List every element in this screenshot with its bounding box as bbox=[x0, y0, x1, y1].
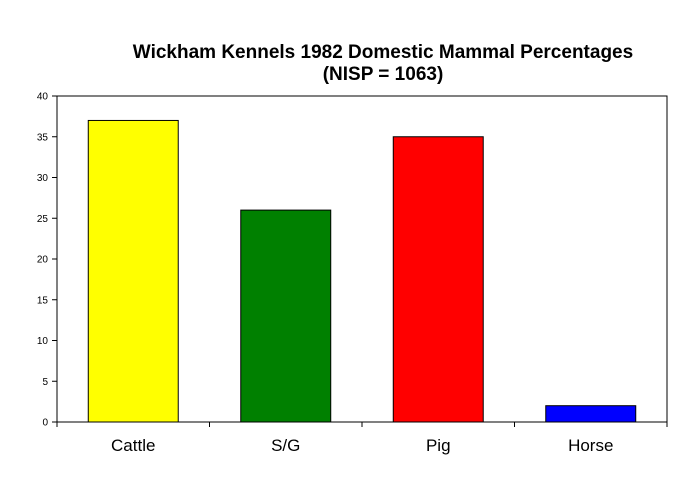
y-axis: 0 5 10 15 20 25 30 35 40 bbox=[37, 92, 57, 429]
y-tick-label: 15 bbox=[37, 295, 49, 306]
y-tick-label: 35 bbox=[37, 132, 49, 143]
y-tick-label: 5 bbox=[42, 377, 48, 388]
plot-area-frame bbox=[56, 95, 668, 423]
y-tick-label: 20 bbox=[37, 255, 49, 266]
y-tick-label: 10 bbox=[37, 336, 49, 347]
x-tick-label: Cattle bbox=[111, 436, 155, 455]
chart-subtitle: (NISP = 1063) bbox=[323, 64, 444, 85]
x-tick-label: Pig bbox=[426, 436, 451, 455]
x-axis: Cattle S/G Pig Horse bbox=[56, 422, 668, 455]
bar-pig bbox=[392, 136, 484, 423]
x-tick-label: S/G bbox=[271, 436, 300, 455]
bar-s-g bbox=[240, 209, 332, 423]
y-tick-label: 25 bbox=[37, 214, 49, 225]
x-tick-label: Horse bbox=[568, 436, 613, 455]
y-tick-label: 0 bbox=[42, 418, 48, 429]
bars bbox=[87, 119, 637, 423]
bar-horse bbox=[545, 405, 637, 423]
chart-title: Wickham Kennels 1982 Domestic Mammal Per… bbox=[133, 42, 633, 63]
bar-cattle bbox=[87, 119, 179, 423]
y-tick-label: 40 bbox=[37, 92, 49, 103]
y-tick-label: 30 bbox=[37, 173, 49, 184]
